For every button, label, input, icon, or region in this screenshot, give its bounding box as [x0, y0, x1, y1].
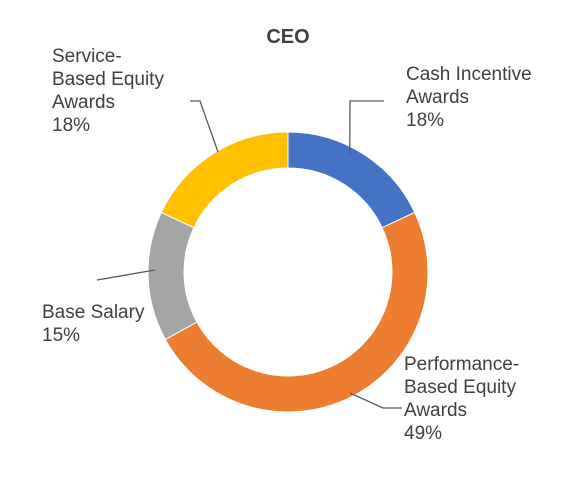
slice-label-text: Based Equity [404, 377, 516, 398]
slice-label-text: Awards [406, 87, 470, 108]
slice-label: Base Salary 15% [42, 301, 144, 347]
slice-label: Service- Based Equity Awards 18% [52, 45, 164, 137]
donut-slice [287, 131, 416, 229]
slice-label: Cash Incentive Awards 18% [406, 63, 532, 132]
slice-percent: 18% [52, 115, 91, 136]
slice-percent: 49% [404, 423, 443, 444]
slice-label-text: Service- [52, 46, 122, 67]
chart-title: CEO [266, 26, 310, 48]
slice-percent: 18% [406, 110, 445, 131]
donut-slice [160, 131, 289, 229]
donut-slice [164, 211, 429, 413]
leader-line [349, 392, 402, 409]
leader-line [190, 100, 219, 153]
slice-label-text: Performance- [404, 354, 520, 375]
slice-label-text: Awards [52, 92, 116, 113]
slice-label-text: Awards [404, 400, 468, 421]
slice-label-text: Base Salary [42, 302, 145, 323]
slice-label-text: Based Equity [52, 69, 164, 90]
slice-percent: 15% [42, 325, 81, 346]
donut-slice [147, 211, 198, 341]
slice-label: Performance- Based Equity Awards 49% [404, 353, 519, 445]
slice-label-text: Cash Incentive [406, 64, 532, 85]
leader-line [349, 100, 384, 155]
leader-line [96, 269, 156, 281]
